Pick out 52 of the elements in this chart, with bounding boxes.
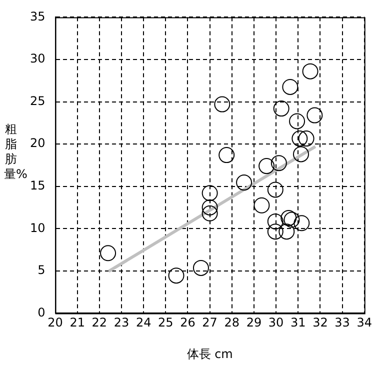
y-tick-label: 20	[30, 136, 46, 150]
y-tick-label: 5	[38, 263, 46, 278]
x-tick-label: 24	[136, 316, 152, 330]
point	[168, 268, 184, 284]
point	[289, 113, 306, 130]
point	[267, 213, 284, 230]
point	[298, 130, 314, 147]
point	[258, 158, 275, 174]
point	[218, 147, 235, 164]
y-tick-label: 0	[38, 305, 46, 320]
x-tick-label: 25	[158, 316, 174, 330]
x-tick-label: 27	[202, 316, 218, 330]
y-tick-label: 35	[30, 9, 46, 24]
point	[278, 224, 295, 240]
point	[292, 130, 308, 147]
x-tick-label: 32	[312, 316, 328, 330]
point	[254, 197, 270, 214]
x-axis-title: 体長 cm	[186, 346, 233, 361]
point	[202, 185, 218, 202]
y-tick-label: 15	[30, 178, 46, 192]
point	[306, 107, 323, 124]
x-tick-label: 30	[268, 316, 284, 330]
point	[280, 210, 297, 226]
point	[236, 174, 252, 191]
x-tick-label: 28	[224, 316, 240, 330]
y-tick-label: 25	[30, 94, 46, 108]
point	[294, 215, 310, 232]
point	[293, 146, 309, 162]
point	[273, 100, 290, 117]
point	[202, 199, 218, 216]
y-axis-title: 粗脂肪量%	[4, 122, 28, 182]
x-tick-label: 20	[48, 316, 63, 330]
point	[282, 78, 298, 95]
point	[284, 212, 300, 228]
point	[214, 96, 230, 112]
x-tick-label: 33	[334, 316, 350, 330]
y-tick-label: 10	[30, 220, 46, 235]
x-tick-label: 23	[114, 316, 130, 330]
point	[270, 155, 287, 172]
x-tick-label: 34	[356, 316, 372, 330]
x-tick-label: 26	[180, 316, 196, 330]
x-tick-label: 21	[70, 316, 85, 330]
point	[100, 245, 116, 262]
point	[202, 205, 218, 222]
point	[267, 182, 284, 198]
y-tick-label: 30	[30, 52, 46, 66]
point	[267, 224, 284, 240]
x-tick-label: 31	[290, 316, 306, 330]
point	[302, 63, 318, 80]
point	[192, 260, 209, 276]
x-tick-label: 29	[246, 316, 262, 330]
x-tick-label: 22	[92, 316, 108, 330]
